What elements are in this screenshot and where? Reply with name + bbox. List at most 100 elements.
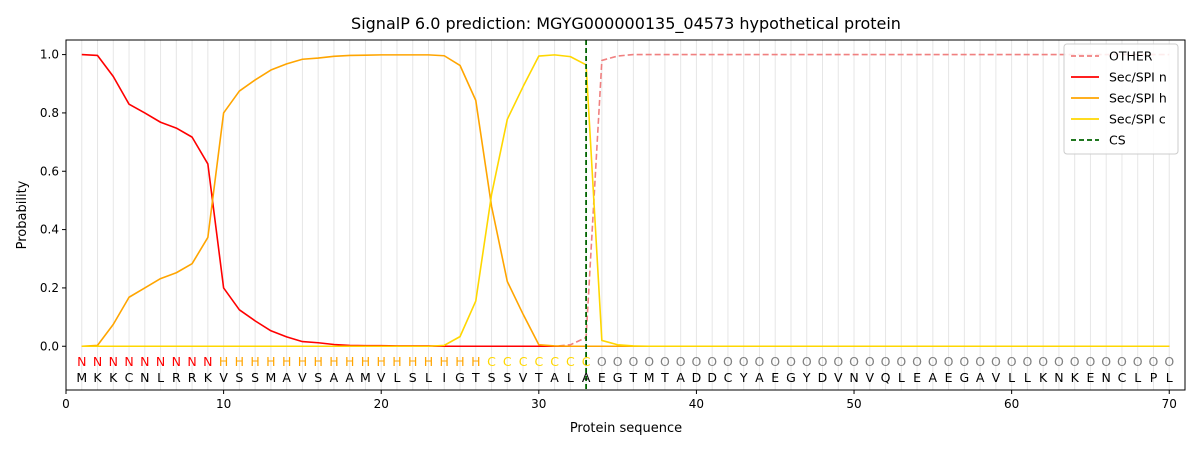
region-label: H bbox=[235, 354, 244, 369]
legend-label: CS bbox=[1109, 133, 1126, 148]
residue-letter: G bbox=[786, 370, 796, 385]
data-point bbox=[270, 346, 271, 347]
residue-letter: V bbox=[834, 370, 843, 385]
region-label: O bbox=[755, 354, 765, 369]
region-label: O bbox=[1133, 354, 1143, 369]
data-point bbox=[176, 128, 177, 129]
residue-letter: M bbox=[360, 370, 371, 385]
data-point bbox=[680, 346, 681, 347]
data-point bbox=[743, 346, 744, 347]
data-point bbox=[144, 346, 145, 347]
grid-layer bbox=[81, 40, 1170, 390]
y-tick-label: 0.0 bbox=[40, 339, 59, 353]
x-tick-label: 50 bbox=[846, 397, 861, 411]
legend: OTHER Sec/SPI n Sec/SPI h Sec/SPI c CS bbox=[1063, 43, 1179, 155]
region-label: N bbox=[93, 354, 102, 369]
region-label: O bbox=[818, 354, 828, 369]
data-point bbox=[523, 86, 524, 87]
data-point bbox=[270, 70, 271, 71]
data-point bbox=[192, 263, 193, 264]
data-point bbox=[1074, 346, 1075, 347]
residue-letter: D bbox=[707, 370, 717, 385]
data-point bbox=[664, 346, 665, 347]
legend-label: Sec/SPI c bbox=[1109, 112, 1166, 127]
residue-letter: K bbox=[204, 370, 213, 385]
data-point bbox=[901, 346, 902, 347]
region-label: O bbox=[1007, 354, 1017, 369]
residue-letter: N bbox=[1054, 370, 1063, 385]
data-point bbox=[239, 346, 240, 347]
data-point bbox=[333, 344, 334, 345]
sequence-layer: NMNKNKNCNNNLNRNRNKHVHSHSHMHAHVHSHAHAHMHV… bbox=[76, 354, 1174, 385]
data-point bbox=[538, 56, 539, 57]
data-point bbox=[838, 346, 839, 347]
data-point bbox=[81, 346, 82, 347]
data-point bbox=[775, 54, 776, 55]
residue-letter: E bbox=[598, 370, 606, 385]
data-point bbox=[980, 346, 981, 347]
residue-letter: A bbox=[929, 370, 938, 385]
data-point bbox=[318, 342, 319, 343]
data-point bbox=[601, 340, 602, 341]
axis-layer: 0 10 20 30 40 50 60 70 0.0 0.2 0.4 0.6 0.8 1.0 bbox=[40, 48, 1177, 411]
x-axis-label: Protein sequence bbox=[570, 421, 682, 436]
residue-letter: R bbox=[172, 370, 181, 385]
residue-letter: L bbox=[157, 370, 164, 385]
region-label: H bbox=[282, 354, 291, 369]
data-point bbox=[460, 65, 461, 66]
data-point bbox=[160, 346, 161, 347]
data-point bbox=[869, 346, 870, 347]
region-label: N bbox=[172, 354, 181, 369]
y-tick-label: 0.4 bbox=[40, 223, 59, 237]
data-point bbox=[129, 104, 130, 105]
data-point bbox=[302, 341, 303, 342]
region-label: N bbox=[124, 354, 133, 369]
region-label: O bbox=[1022, 354, 1032, 369]
data-point bbox=[980, 54, 981, 55]
data-point bbox=[869, 54, 870, 55]
region-label: O bbox=[1070, 354, 1080, 369]
data-point bbox=[822, 54, 823, 55]
region-label: O bbox=[692, 354, 702, 369]
residue-letter: L bbox=[425, 370, 432, 385]
residue-letter: D bbox=[692, 370, 702, 385]
region-label: O bbox=[707, 354, 717, 369]
residue-letter: T bbox=[660, 370, 669, 385]
data-point bbox=[554, 54, 555, 55]
residue-letter: S bbox=[409, 370, 417, 385]
region-label: O bbox=[928, 354, 938, 369]
data-point bbox=[1058, 54, 1059, 55]
data-point bbox=[412, 346, 413, 347]
residue-letter: S bbox=[314, 370, 322, 385]
data-point bbox=[775, 346, 776, 347]
data-point bbox=[727, 346, 728, 347]
residue-letter: M bbox=[76, 370, 87, 385]
y-tick-label: 0.2 bbox=[40, 281, 59, 295]
x-tick-label: 0 bbox=[62, 397, 70, 411]
residue-letter: D bbox=[818, 370, 828, 385]
residue-letter: N bbox=[140, 370, 149, 385]
data-point bbox=[381, 346, 382, 347]
residue-letter: G bbox=[960, 370, 970, 385]
data-point bbox=[1058, 346, 1059, 347]
y-tick-label: 1.0 bbox=[40, 48, 59, 62]
region-label: H bbox=[219, 354, 228, 369]
region-label: O bbox=[1101, 354, 1111, 369]
data-point bbox=[617, 346, 618, 347]
data-point bbox=[176, 346, 177, 347]
data-point bbox=[475, 100, 476, 101]
data-point bbox=[712, 54, 713, 55]
legend-label: Sec/SPI h bbox=[1109, 91, 1167, 106]
region-label: O bbox=[944, 354, 954, 369]
data-point bbox=[207, 163, 208, 164]
residue-letter: T bbox=[534, 370, 543, 385]
data-point bbox=[538, 344, 539, 345]
data-point bbox=[192, 346, 193, 347]
region-label: H bbox=[250, 354, 259, 369]
region-label: O bbox=[786, 354, 796, 369]
region-label: O bbox=[991, 354, 1001, 369]
data-point bbox=[444, 345, 445, 346]
region-label: H bbox=[408, 354, 417, 369]
region-label: N bbox=[156, 354, 165, 369]
